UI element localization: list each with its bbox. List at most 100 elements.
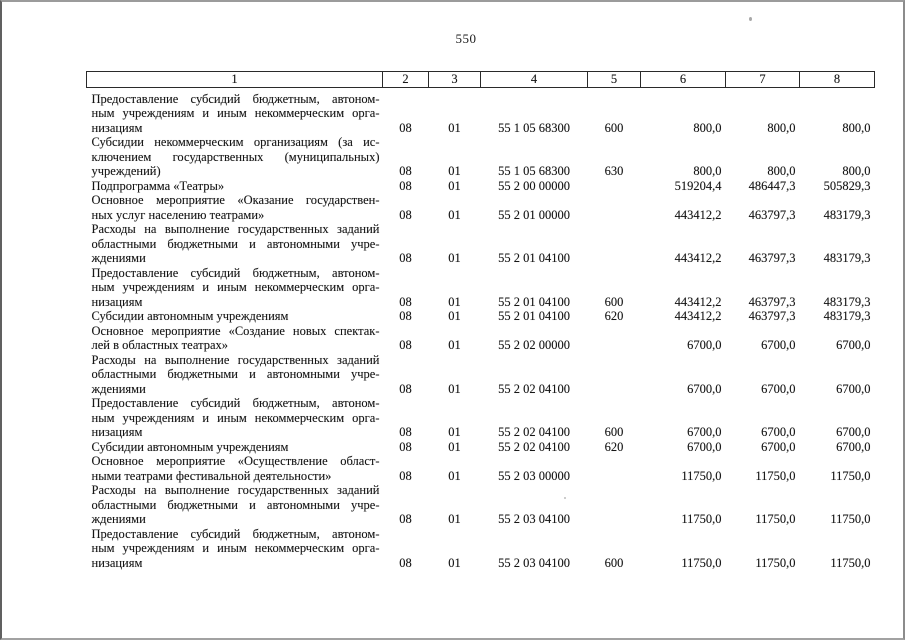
description-line: Подпрограмма «Театры» (91, 178, 225, 193)
amount-year1: 11750,0 (681, 512, 722, 526)
code-target-article: 55 2 01 04100 (498, 251, 570, 265)
code-subsection: 01 (448, 439, 461, 454)
description-line: Основное мероприятие «Оказание государст… (91, 193, 380, 207)
code-target-article: 55 2 01 04100 (498, 309, 570, 323)
code-expense-type: 600 (604, 120, 624, 135)
amount-year3: 483179,3 (823, 251, 871, 265)
code-expense-type (588, 324, 641, 353)
scan-speck (749, 17, 752, 21)
description-line: ключением государственных (муниципальных… (91, 149, 380, 164)
code-section: 08 (399, 251, 412, 265)
code-target-article: 55 1 05 68300 (498, 164, 570, 178)
column-header-7: 7 (725, 71, 800, 88)
row-description: Предоставление субсидий бюджетным, автон… (87, 266, 383, 310)
amount-year1: 6700,0 (687, 381, 722, 396)
description-line: низациям (91, 294, 143, 309)
code-target-article: 55 2 01 00000 (498, 207, 570, 222)
code-subsection: 01 (448, 251, 461, 265)
scan-speck (564, 497, 566, 499)
amount-year1: 6700,0 (687, 439, 722, 454)
amount-year3: 11750,0 (830, 512, 871, 526)
amount-year1: 443412,2 (674, 251, 722, 265)
code-target-article: 55 2 02 04100 (498, 381, 570, 396)
table-row: Субсидии автономным учреждениям 08 01 55 2 … (87, 309, 875, 324)
budget-table: 1 2 3 4 5 6 7 8 Предоставление субсидий … (86, 71, 875, 570)
amount-year3: 800,0 (842, 164, 871, 178)
row-description: Расходы на выполнение государственных за… (87, 353, 383, 397)
description-line: Предоставление субсидий бюджетным, автон… (91, 526, 380, 541)
amount-year2: 6700,0 (761, 439, 796, 454)
code-subsection: 01 (448, 555, 461, 570)
amount-year2: 800,0 (767, 164, 796, 178)
code-subsection: 01 (448, 294, 461, 309)
code-section: 08 (399, 338, 412, 352)
code-section: 08 (399, 425, 412, 439)
code-subsection: 01 (448, 164, 461, 178)
code-target-article: 55 2 00 00000 (498, 178, 570, 193)
amount-year2: 463797,3 (748, 251, 796, 265)
code-expense-type (588, 454, 641, 483)
column-header-3: 3 (428, 71, 481, 88)
row-description: Расходы на выполнение государственных за… (87, 483, 383, 527)
amount-year2: 800,0 (767, 120, 796, 135)
description-line: ными театрами фестивальной деятельности» (91, 468, 332, 483)
table-row: Основное мероприятие «Осуществление обла… (87, 454, 875, 483)
page-number: 550 (455, 31, 477, 46)
amount-year2: 463797,3 (748, 294, 796, 309)
code-subsection: 01 (448, 381, 461, 396)
code-expense-type (588, 353, 641, 397)
amount-year2: 6700,0 (761, 338, 796, 352)
amount-year1: 443412,2 (674, 294, 722, 309)
code-section: 08 (399, 381, 412, 396)
code-target-article: 55 2 03 00000 (498, 468, 570, 483)
header-row: 1 2 3 4 5 6 7 8 (86, 71, 875, 88)
description-line: областными бюджетными и автономными учре… (91, 236, 380, 251)
code-section: 08 (399, 439, 412, 454)
code-section: 08 (399, 512, 412, 526)
column-header-4: 4 (480, 71, 588, 88)
code-expense-type: 600 (604, 294, 624, 309)
code-expense-type: 630 (604, 164, 624, 178)
amount-year3: 6700,0 (836, 439, 871, 454)
table-row: Расходы на выполнение государственных за… (87, 483, 875, 527)
table-row: Предоставление субсидий бюджетным, автон… (87, 396, 875, 440)
code-section: 08 (399, 120, 412, 135)
amount-year3: 6700,0 (836, 381, 871, 396)
description-line: Расходы на выполнение государственных за… (91, 352, 380, 367)
amount-year2: 11750,0 (755, 468, 796, 483)
description-line: Расходы на выполнение государственных за… (91, 483, 380, 497)
amount-year1: 519204,4 (674, 178, 722, 193)
code-target-article: 55 1 05 68300 (498, 120, 570, 135)
code-target-article: 55 2 01 04100 (498, 294, 570, 309)
row-description: Основное мероприятие «Создание новых спе… (87, 324, 383, 353)
amount-year3: 6700,0 (836, 425, 871, 439)
code-expense-type: 600 (604, 555, 624, 570)
description-line: Субсидии автономным учреждениям (91, 439, 289, 454)
code-target-article: 55 2 03 04100 (498, 512, 570, 526)
code-subsection: 01 (448, 425, 461, 439)
amount-year3: 483179,3 (823, 207, 871, 222)
description-line: Основное мероприятие «Создание новых спе… (91, 323, 380, 338)
description-line: ждениями (91, 251, 146, 265)
table-row: Основное мероприятие «Создание новых спе… (87, 324, 875, 353)
description-line: ждениями (91, 381, 146, 396)
code-expense-type (588, 179, 641, 194)
description-line: областными бюджетными и автономными учре… (91, 497, 380, 512)
code-subsection: 01 (448, 309, 461, 323)
code-expense-type: 600 (604, 425, 624, 439)
description-line: низациям (91, 120, 143, 135)
amount-year2: 486447,3 (748, 178, 796, 193)
description-line: учреждений) (91, 164, 161, 178)
table-row: Подпрограмма «Театры» 08 01 55 2 00 00000 51… (87, 179, 875, 194)
code-subsection: 01 (448, 207, 461, 222)
description-line: ным учреждениям и иным некоммерческим ор… (91, 410, 380, 425)
row-description: Предоставление субсидий бюджетным, автон… (87, 527, 383, 571)
code-section: 08 (399, 294, 412, 309)
code-target-article: 55 2 02 00000 (498, 338, 570, 352)
code-section: 08 (399, 178, 412, 193)
code-expense-type (588, 222, 641, 266)
amount-year1: 11750,0 (681, 555, 722, 570)
description-line: ным учреждениям и иным некоммерческим ор… (91, 541, 380, 555)
amount-year2: 11750,0 (755, 512, 796, 526)
